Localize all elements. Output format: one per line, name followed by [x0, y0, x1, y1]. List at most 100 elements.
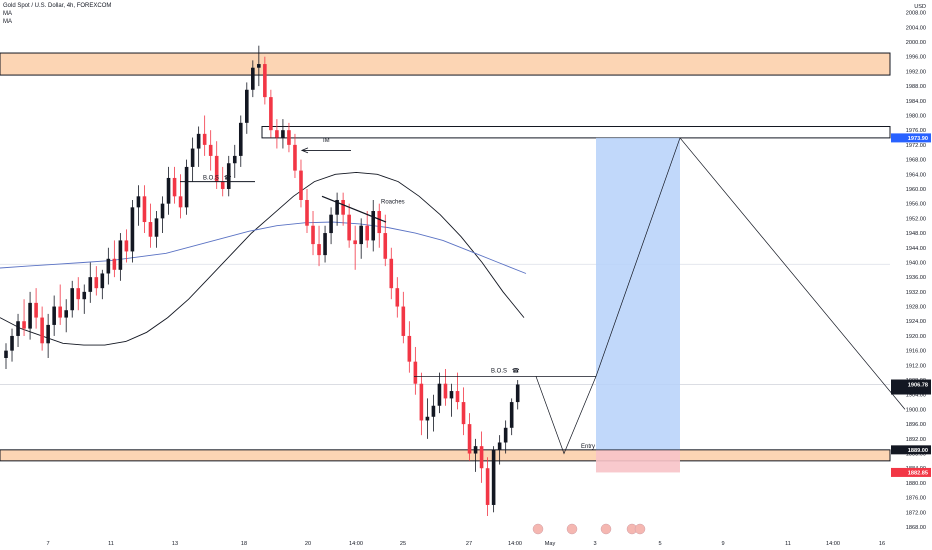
candle [365, 211, 369, 248]
phone-icon: ☎ [224, 175, 232, 182]
candle-body [58, 306, 62, 318]
economic-event-icon [634, 523, 646, 535]
candle [287, 122, 291, 153]
candle [160, 196, 165, 234]
candle-body [281, 130, 285, 138]
time-tick-label: 18 [241, 541, 247, 547]
candle [112, 240, 117, 278]
candle-body [232, 155, 237, 164]
entry-label: Entry [581, 444, 595, 450]
candle-body [88, 277, 93, 292]
candle [461, 387, 466, 436]
price-tick-label: 1960.00 [906, 187, 926, 193]
candle-body [214, 155, 219, 182]
candle-body [251, 67, 255, 90]
candle [142, 185, 147, 234]
price-axis: USD1868.001872.001876.001880.001884.0018… [891, 4, 931, 531]
candle [263, 56, 267, 105]
candle-body [112, 258, 117, 270]
price-tick-label: 1912.00 [906, 363, 926, 369]
candle [94, 266, 99, 296]
candle [178, 174, 183, 219]
candle [407, 321, 412, 373]
candle [419, 372, 424, 436]
candles-layer [4, 45, 520, 516]
price-tag-label: 1882.85 [908, 470, 928, 476]
candle [485, 457, 490, 516]
time-tick-label: 3 [593, 541, 596, 547]
candle [190, 137, 195, 182]
price-tick-label: 1968.00 [906, 158, 926, 164]
candle-body [341, 199, 345, 215]
indicator-label-ma-2[interactable]: MA [3, 19, 12, 25]
time-tick-label: 20 [305, 541, 311, 547]
candle [226, 155, 231, 197]
candle [425, 398, 430, 439]
candle [371, 199, 376, 252]
candle [395, 277, 400, 318]
candle-body [16, 321, 20, 336]
price-tick-label: 1936.00 [906, 275, 926, 281]
chart-symbol-title: Gold Spot / U.S. Dollar, 4h, FOREXCOM [3, 3, 112, 9]
price-tick-label: 2000.00 [906, 40, 926, 46]
time-tick-label: 5 [658, 541, 661, 547]
bos-right-label: B.O.S [491, 368, 507, 374]
phone-icon: ☎ [512, 367, 520, 374]
candle [359, 218, 363, 259]
candle [269, 89, 273, 138]
candle [515, 380, 520, 410]
candle-body [136, 196, 141, 208]
candle-body [449, 391, 454, 399]
candle-body [365, 225, 369, 241]
economic-event-icon [566, 523, 578, 535]
candle [70, 280, 75, 318]
candle [437, 372, 442, 414]
moving-average-layer [0, 171, 527, 346]
candle-body [515, 384, 520, 403]
indicator-label-ma-1[interactable]: MA [3, 11, 12, 17]
time-axis: 7 11 13 18 20 14:00 25 27 14:00 May 3 5 9 11 14:00 16 [46, 523, 885, 547]
price-tick-label: 1900.00 [906, 407, 926, 413]
economic-event-icon [600, 523, 612, 535]
time-tick-label: 11 [785, 541, 791, 547]
candle-body [311, 225, 315, 245]
countdown-label: 47:59 [914, 389, 928, 395]
candle [82, 284, 87, 314]
candle [34, 288, 38, 329]
price-tick-label: 1916.00 [906, 349, 926, 355]
time-tick-label: 13 [172, 541, 178, 547]
drawings-layer: B.O.S ☎ B.O.S ☎ Roaches IM Entry [180, 137, 906, 455]
candle-body [413, 361, 418, 384]
candle-body [323, 233, 327, 256]
price-tag [891, 445, 931, 455]
candle [238, 115, 243, 167]
candle [202, 115, 207, 156]
candle [305, 188, 309, 234]
candle-body [269, 97, 273, 131]
candle-body [425, 416, 430, 421]
economic-event-icon [532, 523, 544, 535]
candle-body [263, 64, 267, 98]
price-tag-label: 1906.78 [908, 383, 928, 389]
candle-body [100, 273, 105, 289]
time-tick-label: 14:00 [826, 541, 840, 547]
candle-body [377, 211, 382, 234]
candle-body [293, 144, 297, 171]
price-tick-label: 2008.00 [906, 11, 926, 17]
candle [347, 203, 351, 248]
ma-fast-line [0, 171, 525, 346]
demand-zone [0, 449, 891, 462]
candle [383, 214, 388, 267]
candle-body [208, 144, 213, 156]
time-tick-label: May [545, 541, 556, 547]
price-tick-label: 1924.00 [906, 319, 926, 325]
price-tick-label: 1868.00 [906, 525, 926, 531]
candle-body [226, 163, 231, 189]
price-tick-label: 1972.00 [906, 143, 926, 149]
candle-body [245, 89, 249, 123]
candle-body [299, 170, 303, 200]
candle [389, 247, 394, 300]
candle-body [82, 291, 87, 300]
candle [46, 313, 50, 358]
